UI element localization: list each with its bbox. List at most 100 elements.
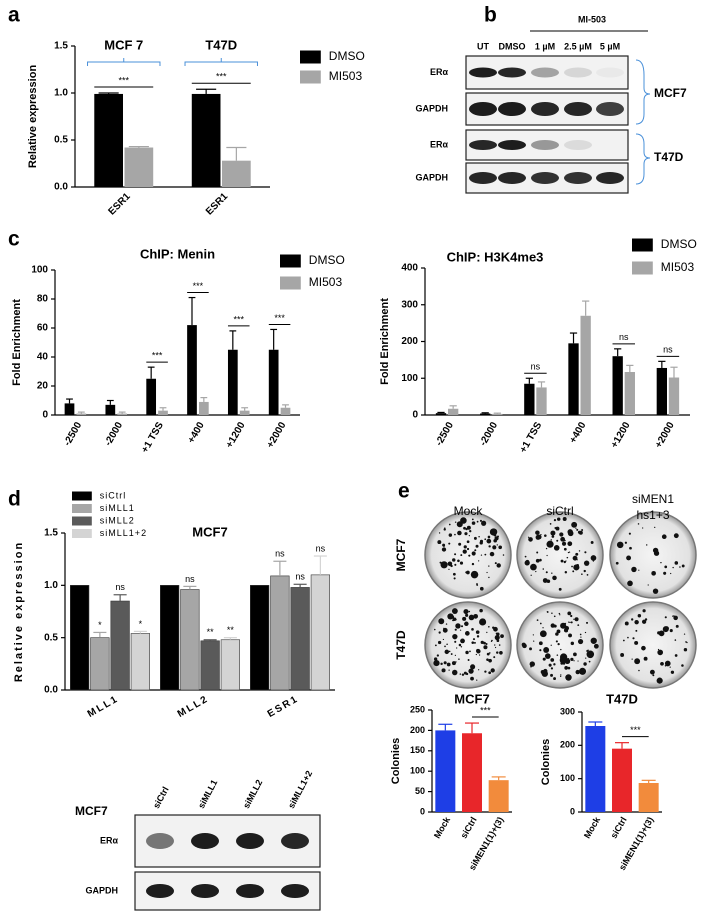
colony bbox=[441, 547, 447, 552]
colony bbox=[564, 626, 570, 631]
colony bbox=[550, 673, 554, 677]
x-tick-label: -2500 bbox=[434, 420, 457, 448]
colony bbox=[448, 568, 450, 571]
colony bbox=[539, 622, 542, 625]
colony bbox=[569, 621, 571, 624]
colony bbox=[433, 659, 440, 667]
legend-swatch bbox=[72, 516, 92, 526]
colony bbox=[480, 554, 483, 556]
bar bbox=[220, 639, 240, 691]
colony bbox=[575, 552, 579, 556]
colony bbox=[573, 660, 575, 662]
bar bbox=[524, 383, 535, 415]
plate bbox=[424, 511, 512, 599]
colony bbox=[683, 633, 686, 635]
colony bbox=[575, 669, 580, 675]
colony bbox=[460, 638, 465, 644]
colony bbox=[641, 619, 647, 624]
y-tick-label: 0.0 bbox=[44, 685, 58, 696]
colony bbox=[656, 677, 663, 684]
colony bbox=[442, 638, 445, 641]
error-bar bbox=[133, 630, 147, 634]
colony bbox=[627, 636, 629, 639]
colony bbox=[663, 571, 667, 575]
colony bbox=[674, 654, 678, 657]
colony bbox=[485, 642, 488, 645]
colony bbox=[465, 528, 468, 531]
colony bbox=[564, 622, 567, 625]
legend-label: DMSO bbox=[329, 49, 365, 63]
plate bbox=[516, 601, 604, 689]
colony bbox=[496, 544, 498, 546]
colony bbox=[536, 619, 539, 621]
blot-band bbox=[236, 833, 264, 849]
colony bbox=[571, 565, 573, 568]
y-tick-label: 300 bbox=[401, 299, 418, 310]
colony bbox=[460, 554, 463, 557]
colony bbox=[467, 659, 470, 662]
colony bbox=[560, 536, 566, 542]
bar bbox=[310, 574, 330, 691]
colony bbox=[543, 668, 548, 674]
colony bbox=[498, 545, 503, 550]
colony bbox=[476, 520, 479, 523]
colony bbox=[674, 561, 679, 565]
colony bbox=[479, 586, 484, 591]
colony bbox=[560, 559, 564, 563]
colony bbox=[567, 529, 573, 535]
colony bbox=[454, 553, 457, 556]
colony bbox=[642, 609, 646, 613]
colony bbox=[479, 618, 487, 626]
colony bbox=[434, 644, 437, 647]
colony bbox=[578, 550, 581, 552]
bar bbox=[612, 748, 632, 812]
colony bbox=[478, 560, 480, 562]
colony bbox=[489, 652, 491, 654]
group-brace bbox=[184, 58, 258, 66]
colony bbox=[443, 528, 446, 531]
colony bbox=[550, 644, 552, 646]
colony bbox=[465, 650, 469, 655]
bar bbox=[105, 404, 116, 415]
colony bbox=[470, 570, 479, 579]
error-bar bbox=[626, 364, 634, 373]
treatment-label: MI-503 bbox=[578, 14, 606, 24]
colony bbox=[480, 640, 484, 644]
colony bbox=[488, 625, 490, 628]
bar bbox=[290, 587, 310, 691]
blot-band bbox=[531, 172, 559, 184]
colony bbox=[629, 546, 632, 550]
colony bbox=[491, 639, 493, 642]
colony bbox=[664, 616, 667, 619]
cell-line-label: T47D bbox=[654, 150, 684, 164]
y-tick-label: 100 bbox=[401, 373, 418, 384]
error-bar bbox=[438, 723, 453, 731]
colony bbox=[521, 642, 526, 647]
panel-label: b bbox=[484, 4, 497, 27]
error-bar bbox=[313, 555, 327, 575]
colony bbox=[556, 629, 561, 634]
colony bbox=[615, 561, 619, 565]
colony bbox=[662, 626, 669, 633]
colony bbox=[446, 643, 448, 646]
colony bbox=[459, 561, 464, 565]
blot-band bbox=[469, 172, 497, 184]
y-tick-label: 0.5 bbox=[44, 632, 58, 643]
colony bbox=[452, 619, 455, 622]
colony bbox=[469, 529, 472, 533]
cell-line-brace bbox=[635, 133, 651, 185]
colony bbox=[470, 676, 474, 681]
colony bbox=[542, 627, 544, 629]
colony bbox=[468, 614, 475, 621]
colony bbox=[570, 614, 573, 618]
colony bbox=[590, 555, 597, 561]
x-tick-label: MLL1 bbox=[86, 693, 121, 720]
x-tick-label: -2500 bbox=[62, 420, 85, 448]
y-axis-label: Fold Enrichment bbox=[11, 299, 23, 386]
colony bbox=[463, 671, 467, 675]
colony bbox=[443, 545, 445, 547]
colony bbox=[499, 650, 503, 655]
colony bbox=[550, 623, 555, 628]
x-tick-label: +2000 bbox=[265, 420, 289, 450]
colony bbox=[466, 570, 470, 575]
